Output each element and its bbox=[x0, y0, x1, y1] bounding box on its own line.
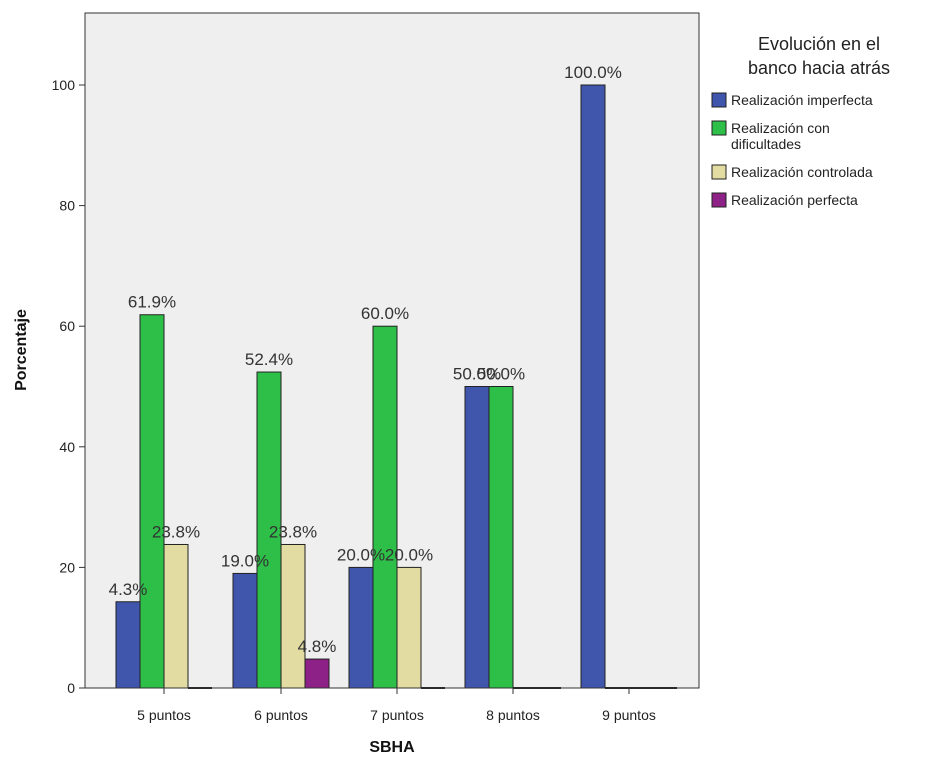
data-label: 50.0% bbox=[453, 365, 501, 384]
data-label: 4.8% bbox=[298, 637, 337, 656]
y-tick-label: 100 bbox=[52, 77, 76, 93]
legend-label: Realización perfecta bbox=[731, 192, 858, 208]
y-tick-label: 20 bbox=[59, 559, 75, 575]
data-label: 23.8% bbox=[152, 522, 200, 541]
legend-item: Realización imperfecta bbox=[711, 92, 873, 108]
data-label: 19.0% bbox=[221, 551, 269, 570]
legend-title: banco hacia atrás bbox=[748, 58, 890, 78]
data-label: 20.0% bbox=[385, 545, 433, 564]
bar bbox=[163, 543, 189, 689]
y-tick-label: 60 bbox=[59, 318, 75, 334]
x-tick-label: 7 puntos bbox=[370, 707, 424, 723]
data-label: 52.4% bbox=[245, 350, 293, 369]
y-axis: 0 20 40 60 80 100 bbox=[52, 13, 86, 696]
bar bbox=[488, 386, 514, 689]
legend-item: Realización perfecta bbox=[711, 192, 858, 208]
legend-title: Evolución en el bbox=[758, 34, 880, 54]
legend: Evolución en el banco hacia atrás Realizac… bbox=[711, 34, 890, 208]
data-labels-group: 4.3%61.9%23.8%19.0%52.4%23.8%4.8%20.0%60… bbox=[109, 63, 622, 656]
x-tick-label: 6 puntos bbox=[254, 707, 308, 723]
bar bbox=[372, 325, 398, 689]
bar bbox=[304, 658, 330, 689]
data-label: 60.0% bbox=[361, 304, 409, 323]
data-label: 100.0% bbox=[564, 63, 622, 82]
bar bbox=[580, 84, 606, 689]
bar bbox=[464, 386, 490, 689]
y-tick-label: 80 bbox=[59, 198, 75, 214]
y-axis-title: Porcentaje bbox=[13, 309, 30, 391]
legend-item: Realización controlada bbox=[711, 164, 873, 180]
legend-swatch bbox=[711, 192, 727, 208]
x-tick-label: 5 puntos bbox=[137, 707, 191, 723]
legend-swatch bbox=[711, 164, 727, 180]
data-label: 20.0% bbox=[337, 545, 385, 564]
data-label: 61.9% bbox=[128, 293, 176, 312]
legend-label: Realización con bbox=[731, 120, 830, 136]
legend-label: Realización controlada bbox=[731, 164, 873, 180]
y-tick-label: 40 bbox=[59, 439, 75, 455]
legend-label: dificultades bbox=[731, 136, 801, 152]
bar bbox=[232, 572, 258, 689]
data-label: 23.8% bbox=[269, 522, 317, 541]
x-axis: 5 puntos 6 puntos 7 puntos 8 puntos 9 puntos bbox=[85, 687, 699, 723]
x-tick-label: 9 puntos bbox=[602, 707, 656, 723]
data-label: 50.0% bbox=[477, 365, 525, 384]
bar bbox=[396, 566, 422, 689]
legend-label: Realización imperfecta bbox=[731, 92, 873, 108]
bar bbox=[139, 314, 165, 689]
bar bbox=[115, 601, 141, 689]
bar bbox=[280, 543, 306, 689]
bar bbox=[348, 566, 374, 689]
bar bbox=[256, 371, 282, 689]
legend-swatch bbox=[711, 92, 727, 108]
x-axis-title: SBHA bbox=[369, 739, 415, 756]
legend-swatch bbox=[711, 120, 727, 136]
x-tick-label: 8 puntos bbox=[486, 707, 540, 723]
bars-group bbox=[115, 84, 677, 689]
data-label: 4.3% bbox=[109, 580, 148, 599]
y-tick-label: 0 bbox=[67, 680, 75, 696]
